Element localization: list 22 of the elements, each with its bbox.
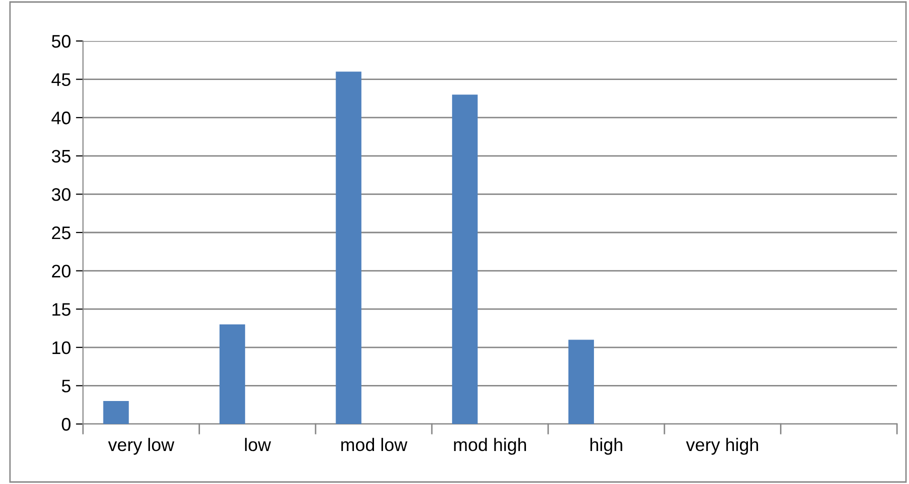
y-tick-label: 50	[52, 34, 70, 48]
x-tick-label: very high	[686, 438, 758, 455]
y-tick-label: 10	[52, 341, 70, 354]
x-tick-label: low	[245, 438, 272, 452]
y-tick-label: 20	[52, 264, 70, 278]
y-tick-label: 25	[52, 226, 70, 240]
x-tick-label: mod low	[341, 438, 408, 452]
y-tick-label: 30	[52, 188, 70, 201]
bar	[452, 94, 478, 424]
x-tick-label: very low	[108, 438, 174, 455]
y-tick-label: 45	[52, 73, 70, 86]
y-tick-label: 15	[52, 303, 70, 316]
x-tick-label: mod high	[454, 438, 526, 455]
y-tick-label: 5	[62, 380, 70, 392]
bar	[568, 340, 594, 424]
x-tick-label: high	[590, 438, 622, 455]
bar	[103, 401, 129, 424]
bar	[336, 72, 362, 424]
y-tick-label: 35	[52, 150, 70, 163]
y-tick-label: 0	[62, 418, 70, 431]
y-tick-label: 40	[52, 112, 70, 124]
bar	[220, 324, 246, 424]
